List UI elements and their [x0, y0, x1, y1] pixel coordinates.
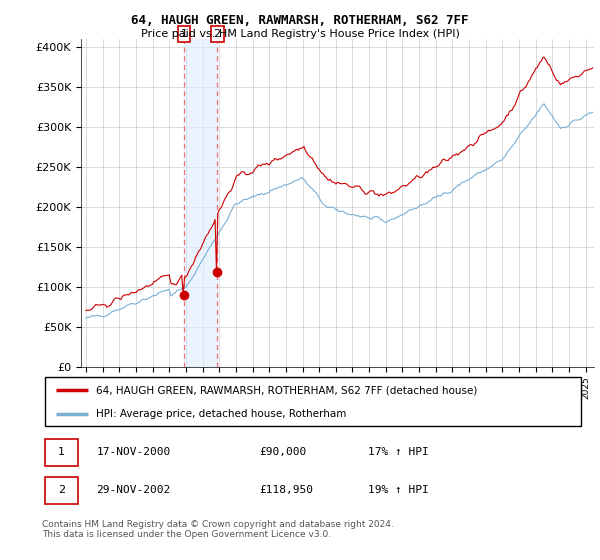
Text: £118,950: £118,950	[259, 485, 313, 495]
FancyBboxPatch shape	[45, 477, 79, 504]
Text: 1: 1	[181, 29, 187, 39]
Bar	[184, 39, 217, 367]
FancyBboxPatch shape	[45, 439, 79, 466]
Text: 17-NOV-2000: 17-NOV-2000	[97, 447, 170, 458]
Text: 1: 1	[58, 447, 65, 458]
Text: 29-NOV-2002: 29-NOV-2002	[97, 485, 170, 495]
FancyBboxPatch shape	[45, 377, 581, 426]
Text: 19% ↑ HPI: 19% ↑ HPI	[368, 485, 428, 495]
Text: £90,000: £90,000	[259, 447, 307, 458]
Text: 64, HAUGH GREEN, RAWMARSH, ROTHERHAM, S62 7FF: 64, HAUGH GREEN, RAWMARSH, ROTHERHAM, S6…	[131, 14, 469, 27]
Text: 2: 2	[58, 485, 65, 495]
Text: 64, HAUGH GREEN, RAWMARSH, ROTHERHAM, S62 7FF (detached house): 64, HAUGH GREEN, RAWMARSH, ROTHERHAM, S6…	[97, 385, 478, 395]
Text: 2: 2	[214, 29, 221, 39]
Text: HPI: Average price, detached house, Rotherham: HPI: Average price, detached house, Roth…	[97, 408, 347, 418]
Text: Contains HM Land Registry data © Crown copyright and database right 2024.
This d: Contains HM Land Registry data © Crown c…	[42, 520, 394, 539]
Text: Price paid vs. HM Land Registry's House Price Index (HPI): Price paid vs. HM Land Registry's House …	[140, 29, 460, 39]
Text: 17% ↑ HPI: 17% ↑ HPI	[368, 447, 428, 458]
